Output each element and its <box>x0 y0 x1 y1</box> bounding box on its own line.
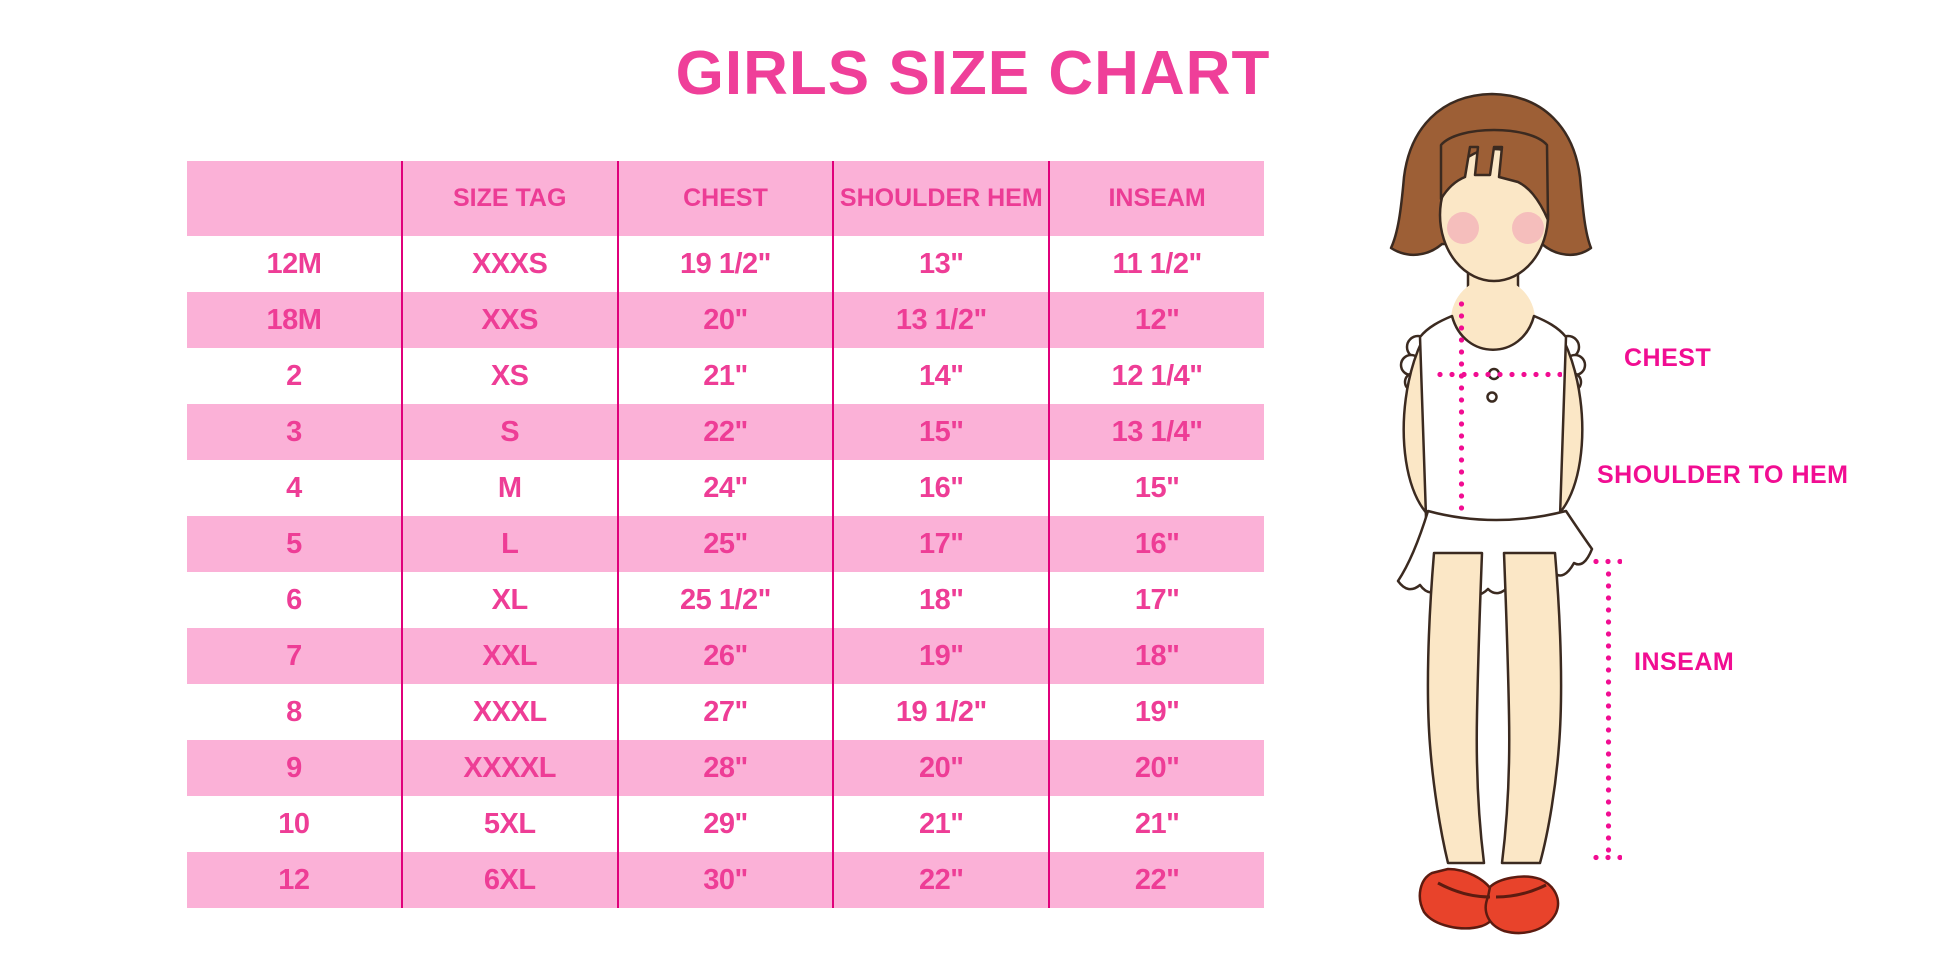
table-cell: 19" <box>1048 684 1264 740</box>
chest-label: CHEST <box>1624 344 1712 372</box>
inseam-label: INSEAM <box>1634 648 1735 676</box>
table-cell: 27" <box>616 684 833 740</box>
table-cell: 4 <box>286 471 302 504</box>
table-cell: 25 1/2" <box>616 572 833 628</box>
table-row: 3 S 22" 15" 13 1/4" <box>187 404 1264 460</box>
table-cell: 13" <box>832 236 1048 292</box>
table-cell: 15" <box>1048 460 1264 516</box>
table-cell: 26" <box>616 628 833 684</box>
table-row: 12 6XL 30" 22" 22" <box>187 852 1264 908</box>
girl-button-bottom <box>1486 391 1498 403</box>
table-cell: XXXL <box>400 684 617 740</box>
header-cell-shoulder-hem: SHOULDER HEM <box>832 161 1048 236</box>
table-cell: 24" <box>616 460 833 516</box>
table-cell: 6 <box>286 583 302 616</box>
table-cell: 12 <box>278 863 310 896</box>
table-cell: 17" <box>832 516 1048 572</box>
inseam-measure-line <box>1605 568 1612 854</box>
table-cell: L <box>400 516 617 572</box>
table-cell: 9 <box>286 751 302 784</box>
table-cell: M <box>400 460 617 516</box>
table-cell: 2 <box>286 359 302 392</box>
table-cell: 16" <box>1048 516 1264 572</box>
table-cell: 13 1/4" <box>1048 404 1264 460</box>
girl-leg-left <box>1426 551 1486 865</box>
girl-chest-skin <box>1451 278 1535 362</box>
table-row: 2 XS 21" 14" 12 1/4" <box>187 348 1264 404</box>
table-cell: 20" <box>1048 740 1264 796</box>
table-cell: 13 1/2" <box>832 292 1048 348</box>
girl-leg-right <box>1500 551 1563 865</box>
table-cell: XL <box>400 572 617 628</box>
chest-measure-line <box>1434 371 1562 378</box>
table-cell: 18" <box>1048 628 1264 684</box>
table-cell: 8 <box>286 695 302 728</box>
table-row: 8 XXXL 27" 19 1/2" 19" <box>187 684 1264 740</box>
table-cell: 17" <box>1048 572 1264 628</box>
table-cell: 19 1/2" <box>616 236 833 292</box>
table-cell: XXS <box>400 292 617 348</box>
table-cell: XXXS <box>400 236 617 292</box>
table-cell: 11 1/2" <box>1048 236 1264 292</box>
header-cell-chest: CHEST <box>616 161 833 236</box>
table-cell: 19 1/2" <box>832 684 1048 740</box>
table-cell: 10 <box>278 807 310 840</box>
table-cell: 18" <box>832 572 1048 628</box>
table-cell: 12" <box>1048 292 1264 348</box>
table-cell: XXXXL <box>400 740 617 796</box>
table-row: 7 XXL 26" 19" 18" <box>187 628 1264 684</box>
table-cell: 14" <box>832 348 1048 404</box>
table-cell: 15" <box>832 404 1048 460</box>
table-cell: 7 <box>286 639 302 672</box>
table-cell: 6XL <box>400 852 617 908</box>
table-cell: 29" <box>616 796 833 852</box>
table-cell: 20" <box>832 740 1048 796</box>
table-cell: 21" <box>1048 796 1264 852</box>
table-cell: XS <box>400 348 617 404</box>
table-row: 10 5XL 29" 21" 21" <box>187 796 1264 852</box>
table-cell: XXL <box>400 628 617 684</box>
table-cell: 5XL <box>400 796 617 852</box>
girl-blush-right <box>1512 212 1544 244</box>
table-row: 18M XXS 20" 13 1/2" 12" <box>187 292 1264 348</box>
inseam-cap-top <box>1590 558 1622 565</box>
table-header-row: SIZE TAG CHEST SHOULDER HEM INSEAM <box>187 161 1264 236</box>
size-table: SIZE TAG CHEST SHOULDER HEM INSEAM 12M X… <box>187 161 1264 908</box>
shoulder-to-hem-measure-line <box>1458 298 1465 516</box>
table-cell: 16" <box>832 460 1048 516</box>
table-cell: 5 <box>286 527 302 560</box>
table-row: 6 XL 25 1/2" 18" 17" <box>187 572 1264 628</box>
table-cell: 28" <box>616 740 833 796</box>
table-cell: 30" <box>616 852 833 908</box>
table-cell: 22" <box>832 852 1048 908</box>
table-row: 9 XXXXL 28" 20" 20" <box>187 740 1264 796</box>
page-title: GIRLS SIZE CHART <box>675 39 1271 108</box>
table-cell: 18M <box>266 303 322 336</box>
inseam-cap-bottom <box>1590 854 1622 861</box>
table-cell: 12 1/4" <box>1048 348 1264 404</box>
table-cell: 25" <box>616 516 833 572</box>
table-cell: S <box>400 404 617 460</box>
header-cell-inseam: INSEAM <box>1048 161 1264 236</box>
table-row: 12M XXXS 19 1/2" 13" 11 1/2" <box>187 236 1264 292</box>
girl-bangs <box>1439 128 1550 222</box>
table-cell: 22" <box>616 404 833 460</box>
table-cell: 20" <box>616 292 833 348</box>
girl-skirt <box>1396 509 1594 596</box>
table-row: 4 M 24" 16" 15" <box>187 460 1264 516</box>
girl-shoes <box>1418 867 1560 935</box>
header-cell-size-tag: SIZE TAG <box>400 161 617 236</box>
table-cell: 12M <box>266 247 322 280</box>
girl-illustration <box>1389 92 1594 935</box>
table-cell: 21" <box>616 348 833 404</box>
header-cell-size <box>187 161 401 236</box>
table-cell: 19" <box>832 628 1048 684</box>
table-cell: 3 <box>286 415 302 448</box>
table-cell: 21" <box>832 796 1048 852</box>
shoulder-to-hem-label: SHOULDER TO HEM <box>1597 461 1849 489</box>
table-row: 5 L 25" 17" 16" <box>187 516 1264 572</box>
girl-blush-left <box>1447 212 1479 244</box>
table-cell: 22" <box>1048 852 1264 908</box>
